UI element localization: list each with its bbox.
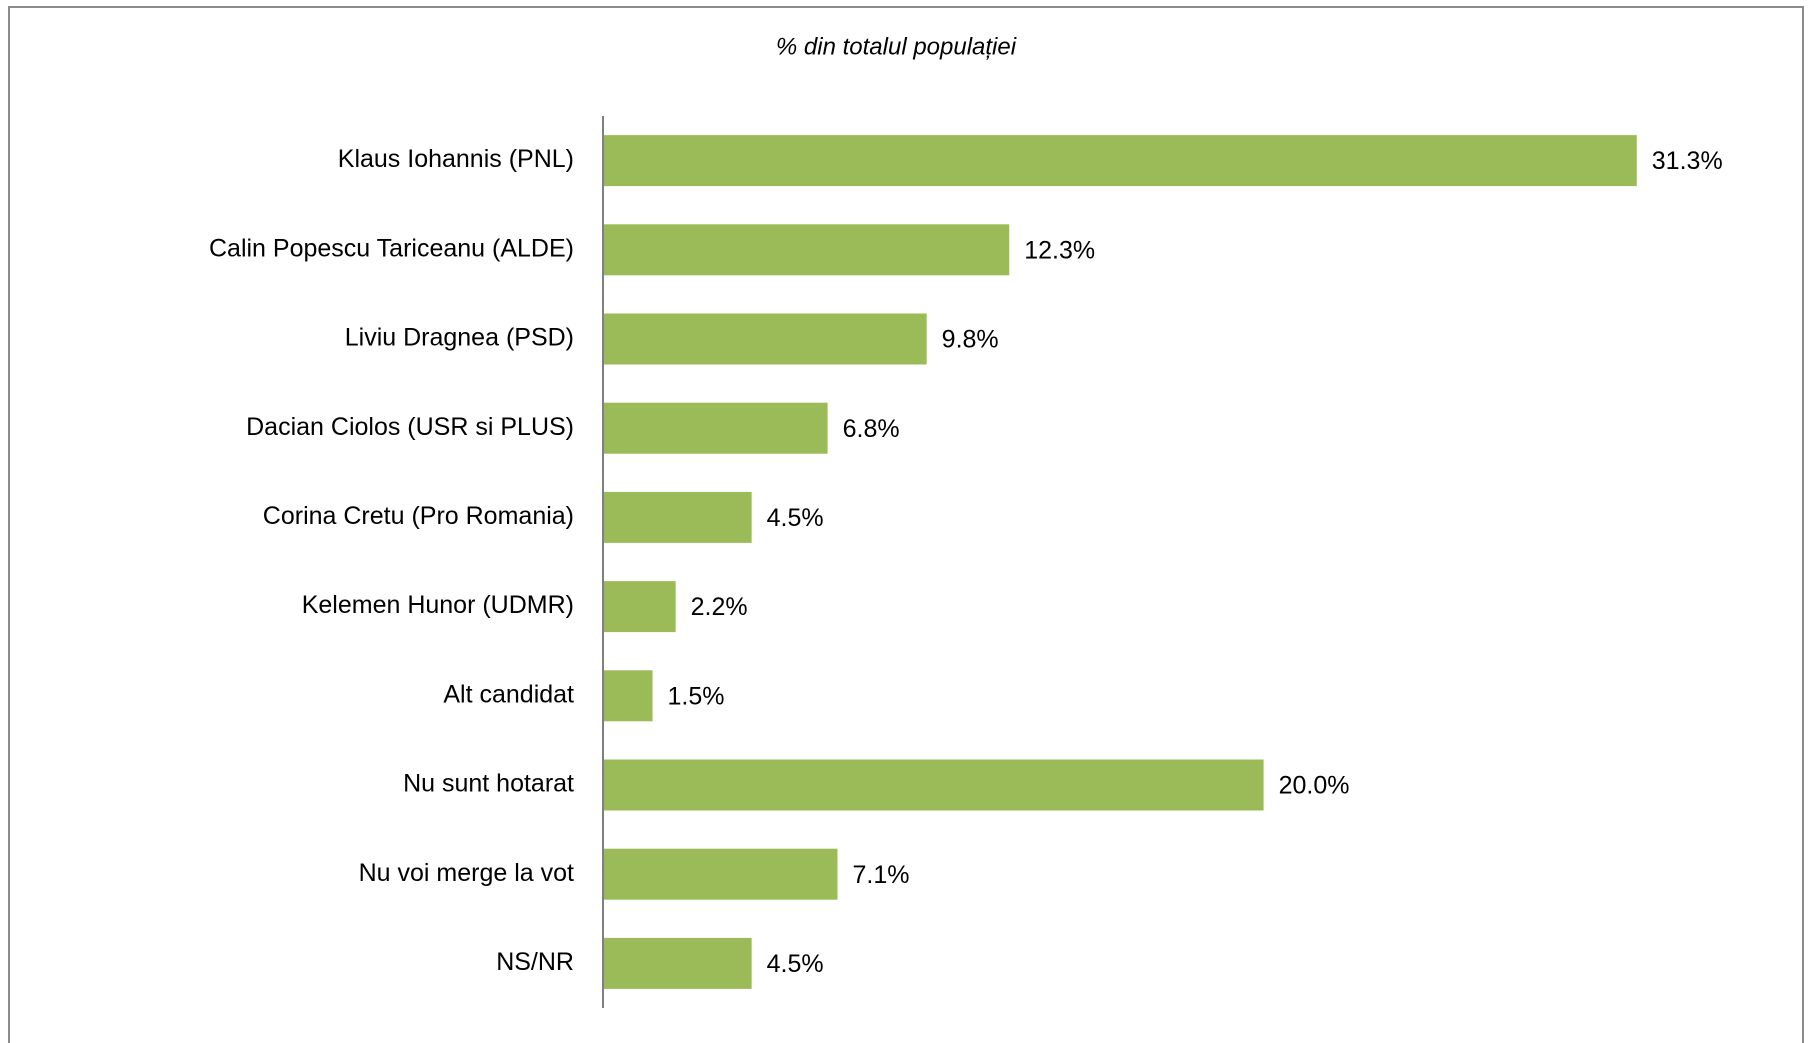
data-label: 7.1%	[853, 861, 910, 889]
y-tick-label: Klaus Iohannis (PNL)	[338, 145, 574, 173]
data-label: 1.5%	[668, 682, 725, 710]
y-tick-label: Liviu Dragnea (PSD)	[345, 324, 574, 352]
data-label: 12.3%	[1024, 236, 1095, 264]
y-tick-label: NS/NR	[496, 948, 574, 976]
data-label: 9.8%	[942, 326, 999, 354]
y-tick-label: Nu voi merge la vot	[359, 859, 574, 887]
bar	[603, 313, 927, 365]
bar	[603, 135, 1637, 187]
y-tick-label: Calin Popescu Tariceanu (ALDE)	[209, 234, 574, 262]
y-tick-label: Dacian Ciolos (USR si PLUS)	[246, 413, 574, 441]
data-label: 31.3%	[1652, 147, 1723, 175]
y-tick-label: Kelemen Hunor (UDMR)	[302, 591, 574, 619]
data-label: 4.5%	[767, 950, 824, 978]
bar	[603, 581, 676, 633]
y-tick-label: Corina Cretu (Pro Romania)	[263, 502, 574, 530]
y-tick-label: Alt candidat	[443, 680, 574, 708]
bar	[603, 848, 838, 900]
bar	[603, 670, 653, 722]
bar	[603, 491, 752, 543]
data-label: 2.2%	[691, 593, 748, 621]
bar	[603, 759, 1264, 811]
bar	[603, 402, 828, 454]
bar	[603, 937, 752, 989]
chart-title: % din totalul populației	[776, 33, 1017, 60]
y-tick-label: Nu sunt hotarat	[403, 770, 574, 798]
data-label: 20.0%	[1279, 772, 1350, 800]
bar	[603, 224, 1010, 276]
data-label: 6.8%	[843, 415, 900, 443]
data-label: 4.5%	[767, 504, 824, 532]
